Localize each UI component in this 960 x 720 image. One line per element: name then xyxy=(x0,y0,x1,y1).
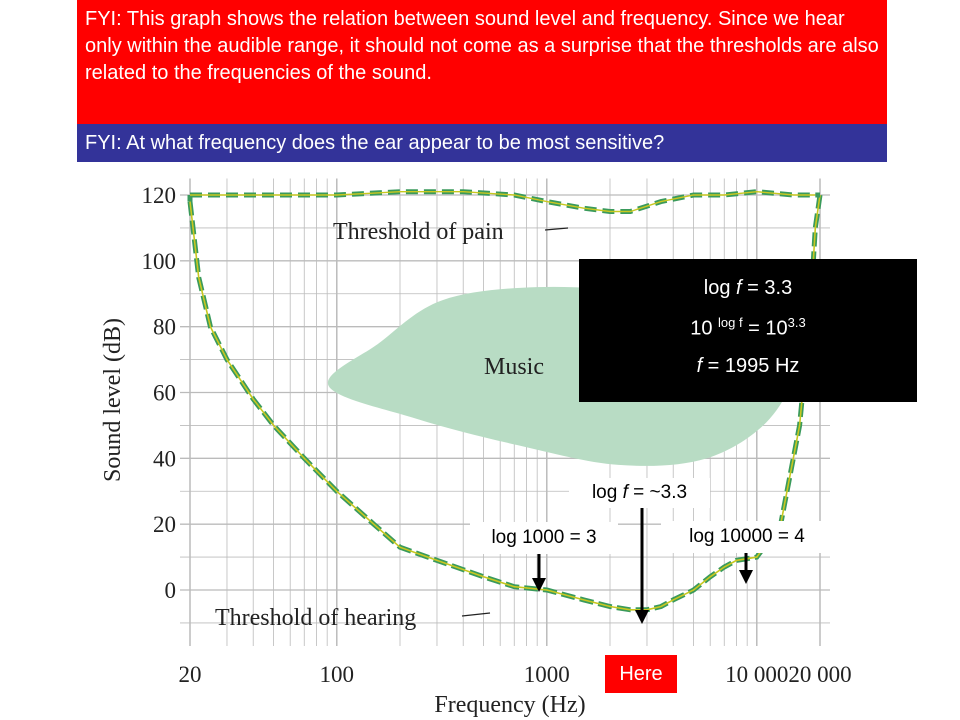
arrow-1000-head xyxy=(532,578,546,592)
pain-leader-line xyxy=(544,227,569,231)
fyi-question-box: FYI: This graph shows the relation betwe… xyxy=(77,0,887,124)
threshold-of-hearing-annotation: Threshold of hearing xyxy=(215,605,416,631)
y-tick-label: 40 xyxy=(153,446,176,471)
log-10000-label: log 10000 = 4 xyxy=(661,521,833,553)
x-tick-label: 10 000 xyxy=(725,662,788,687)
chart-annotations: Threshold of pain Threshold of hearing Mus… xyxy=(215,219,569,631)
pointer-arrows xyxy=(532,508,753,624)
x-axis-label: Frequency (Hz) xyxy=(434,692,585,718)
y-tick-label: 20 xyxy=(153,512,176,537)
calc-line-1: log f = 3.3 xyxy=(703,277,793,299)
y-tick-label: 120 xyxy=(142,183,177,208)
hearing-leader-line xyxy=(461,612,491,617)
calc-line-3: f = 1995 Hz xyxy=(696,355,800,377)
y-tick-labels: 0 20 40 60 80 100 120 xyxy=(142,183,177,603)
fyi-bottom-text: FYI: At what frequency does the ear appe… xyxy=(85,132,665,154)
arrow-10000-head xyxy=(739,570,753,584)
y-tick-label: 100 xyxy=(142,249,177,274)
x-tick-label: 1000 xyxy=(524,662,570,687)
log-1000-label: log 1000 = 3 xyxy=(470,522,618,554)
fyi-top-text: FYI: This graph shows the relation betwe… xyxy=(85,8,879,84)
here-label: Here xyxy=(605,655,677,693)
threshold-of-pain-highlight xyxy=(190,190,816,213)
music-annotation: Music xyxy=(484,354,544,380)
fyi-sensitivity-question: FYI: At what frequency does the ear appe… xyxy=(77,124,887,162)
threshold-of-pain-annotation: Threshold of pain xyxy=(333,219,504,245)
calc-line-2: 10 log f = 103.3 xyxy=(690,315,806,340)
x-tick-label: 100 xyxy=(320,662,355,687)
x-tick-label: 20 xyxy=(179,662,202,687)
y-tick-label: 60 xyxy=(153,381,176,406)
x-tick-labels: 20 100 1000 10 000 20 000 xyxy=(179,662,852,687)
y-axis-label: Sound level (dB) xyxy=(100,318,126,482)
y-tick-label: 0 xyxy=(165,578,177,603)
x-tick-label: 20 000 xyxy=(788,662,851,687)
calculation-box: log f = 3.3 10 log f = 103.3 f = 1995 Hz xyxy=(579,259,917,402)
log-f-approx-label: log f = ~3.3 xyxy=(569,478,710,508)
y-tick-label: 80 xyxy=(153,315,176,340)
arrow-peak-head xyxy=(635,610,649,624)
